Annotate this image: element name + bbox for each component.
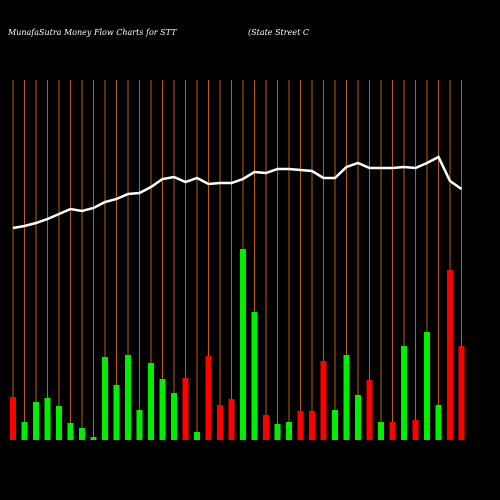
bar bbox=[458, 346, 465, 440]
bar bbox=[205, 356, 212, 440]
bar bbox=[447, 270, 453, 440]
bar bbox=[125, 355, 131, 440]
bar bbox=[263, 415, 269, 440]
bar bbox=[194, 432, 200, 440]
bar bbox=[424, 332, 430, 440]
bar bbox=[251, 312, 258, 440]
bar bbox=[435, 405, 442, 440]
bar bbox=[309, 411, 315, 440]
bar bbox=[90, 437, 97, 440]
bar bbox=[21, 422, 28, 440]
bar bbox=[320, 361, 327, 440]
bar bbox=[102, 357, 108, 440]
price-line bbox=[12, 155, 463, 230]
bar bbox=[171, 393, 177, 440]
bar bbox=[228, 399, 235, 440]
bar bbox=[412, 420, 419, 440]
bar bbox=[44, 398, 51, 440]
bar bbox=[67, 423, 74, 440]
bar bbox=[343, 355, 350, 440]
bar bbox=[159, 379, 166, 440]
bar bbox=[401, 346, 407, 440]
bar bbox=[297, 411, 304, 440]
chart-title: MunafaSutra Money Flow Charts for STT bbox=[7, 28, 177, 37]
bar bbox=[56, 406, 62, 440]
bar bbox=[332, 410, 338, 440]
bar bbox=[274, 424, 281, 440]
chart-subtitle: (State Street C bbox=[248, 28, 309, 37]
bar bbox=[79, 428, 85, 440]
bar bbox=[286, 422, 292, 440]
bar bbox=[148, 363, 154, 440]
bar bbox=[182, 378, 189, 440]
bar bbox=[366, 380, 373, 440]
bar bbox=[355, 395, 361, 440]
bar bbox=[33, 402, 39, 440]
bar bbox=[378, 422, 384, 440]
bar bbox=[136, 410, 143, 440]
bar bbox=[10, 397, 16, 440]
bar bbox=[240, 249, 246, 440]
bar bbox=[217, 405, 223, 440]
bar bbox=[389, 422, 396, 440]
bar bbox=[113, 385, 120, 440]
